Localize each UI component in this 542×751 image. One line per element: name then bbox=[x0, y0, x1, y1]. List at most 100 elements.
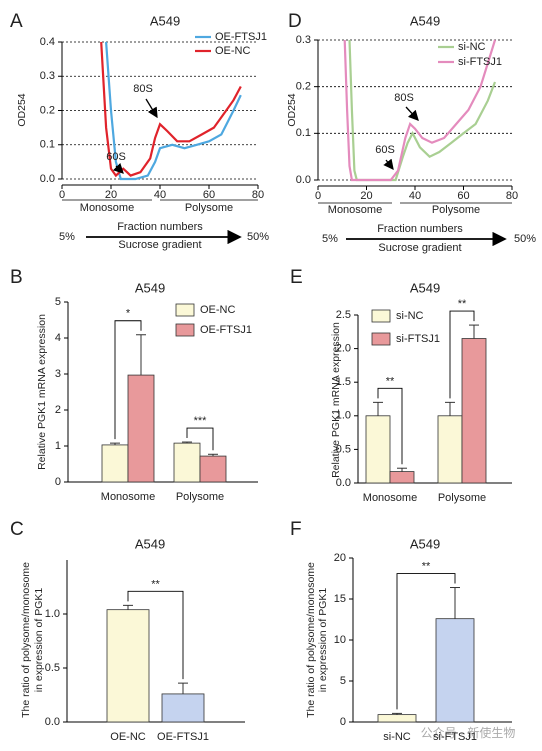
y-tick-label: 10 bbox=[334, 634, 346, 646]
significance-bracket bbox=[377, 387, 403, 465]
chart-title: A549 bbox=[410, 280, 440, 295]
y-tick-label: 0.1 bbox=[40, 139, 55, 151]
y-axis-label: in expression of PGK1 bbox=[317, 588, 329, 693]
x-axis-label: Fraction numbers bbox=[117, 221, 203, 233]
y-axis-label: The ratio of polysome/monosome bbox=[20, 562, 32, 718]
x-tick-label: OE-FTSJ1 bbox=[157, 731, 209, 743]
y-tick-label: 0.3 bbox=[296, 34, 311, 46]
annotation-arrow bbox=[145, 98, 158, 119]
gradient-start: 5% bbox=[59, 231, 75, 243]
significance-bracket bbox=[114, 320, 142, 440]
y-tick-label: 5 bbox=[55, 296, 61, 308]
bar bbox=[101, 444, 129, 483]
y-axis-label: The ratio of polysome/monosome bbox=[305, 562, 317, 718]
annotation: 60S bbox=[106, 151, 126, 163]
y-tick-label: 0.3 bbox=[40, 70, 55, 82]
panel: C A549 0.0 0.5 1.0 The ratio of polysome/mono… bbox=[10, 519, 245, 743]
significance-label: * bbox=[126, 308, 131, 320]
x-tick-label: OE-NC bbox=[110, 731, 146, 743]
legend-swatch bbox=[371, 332, 391, 346]
region-label: Polysome bbox=[432, 204, 480, 216]
x-tick-label: 20 bbox=[105, 189, 117, 201]
legend-label: si-FTSJ1 bbox=[396, 333, 440, 345]
x-axis-label: Fraction numbers bbox=[377, 223, 463, 235]
x-tick-label: Monosome bbox=[101, 491, 155, 503]
bar bbox=[377, 714, 417, 723]
y-tick-label: 0.1 bbox=[296, 127, 311, 139]
legend-label: OE-FTSJ1 bbox=[215, 31, 267, 43]
region-label: Polysome bbox=[185, 202, 233, 214]
x-tick-label: 0 bbox=[59, 189, 65, 201]
y-tick-label: 20 bbox=[334, 552, 346, 564]
y-tick-label: 0.5 bbox=[45, 662, 60, 674]
legend-label: si-NC bbox=[396, 310, 424, 322]
x-tick-label: 40 bbox=[409, 190, 421, 202]
y-tick-label: 1.5 bbox=[336, 376, 351, 388]
bar bbox=[461, 338, 487, 484]
legend-swatch bbox=[371, 309, 391, 323]
y-tick-label: 1.0 bbox=[45, 608, 60, 620]
bar bbox=[161, 693, 205, 723]
significance-label: ** bbox=[151, 578, 160, 590]
chart-title: A549 bbox=[150, 13, 180, 28]
chart-title: A549 bbox=[135, 536, 165, 551]
bar bbox=[435, 618, 475, 723]
x-tick-label: si-NC bbox=[383, 731, 411, 743]
annotation: 80S bbox=[394, 92, 414, 104]
series-line bbox=[348, 39, 497, 182]
significance-label: ** bbox=[458, 298, 467, 310]
y-tick-label: 0.2 bbox=[40, 104, 55, 116]
annotation-arrow bbox=[383, 158, 394, 171]
panel: B A549 0 1 2 3 4 5 Relative PGK1 mRNA expression… bbox=[10, 267, 258, 503]
y-tick-label: 0.5 bbox=[336, 443, 351, 455]
legend-label: OE-NC bbox=[215, 45, 251, 57]
chart-title: A549 bbox=[410, 536, 440, 551]
bar bbox=[173, 442, 201, 483]
y-tick-label: 4 bbox=[55, 332, 61, 344]
significance-label: ** bbox=[386, 375, 395, 387]
y-tick-label: 0.0 bbox=[45, 716, 60, 728]
bar bbox=[127, 374, 155, 483]
bar bbox=[365, 415, 391, 484]
x-tick-label: Polysome bbox=[176, 491, 224, 503]
y-axis-label: OD254 bbox=[286, 93, 298, 126]
gradient-label: Sucrose gradient bbox=[118, 239, 201, 251]
y-axis-label: in expression of PGK1 bbox=[33, 588, 45, 693]
legend-label: si-FTSJ1 bbox=[458, 56, 502, 68]
panel-letter: F bbox=[290, 519, 302, 540]
chart-title: A549 bbox=[135, 280, 165, 295]
x-tick-label: Polysome bbox=[438, 492, 486, 504]
x-tick-label: 20 bbox=[360, 190, 372, 202]
y-axis-label: Relative PGK1 mRNA expression bbox=[36, 314, 48, 470]
y-tick-label: 2.0 bbox=[336, 343, 351, 355]
annotation: 80S bbox=[133, 83, 153, 95]
significance-bracket bbox=[186, 427, 214, 451]
legend-swatch bbox=[175, 303, 195, 317]
significance-bracket bbox=[449, 310, 475, 399]
series-line bbox=[100, 41, 242, 178]
y-tick-label: 5 bbox=[340, 675, 346, 687]
y-tick-label: 0.4 bbox=[40, 36, 55, 48]
significance-label: ** bbox=[422, 560, 431, 572]
legend-label: OE-FTSJ1 bbox=[200, 324, 252, 336]
bar bbox=[199, 455, 227, 483]
panel-letter: D bbox=[288, 11, 302, 32]
significance-bracket bbox=[127, 590, 184, 680]
annotation-arrow bbox=[112, 162, 124, 174]
panel-letter: B bbox=[10, 267, 23, 288]
y-tick-label: 0.0 bbox=[336, 477, 351, 489]
x-tick-label: si-FTSJ1 bbox=[433, 731, 477, 743]
x-tick-label: Monosome bbox=[363, 492, 417, 504]
legend-label: si-NC bbox=[458, 41, 486, 53]
y-tick-label: 1.0 bbox=[336, 410, 351, 422]
panel-letter: C bbox=[10, 519, 24, 540]
annotation-arrow bbox=[405, 106, 419, 121]
legend-swatch bbox=[175, 323, 195, 337]
y-tick-label: 1 bbox=[55, 440, 61, 452]
gradient-end: 50% bbox=[247, 231, 269, 243]
gradient-start: 5% bbox=[322, 233, 338, 245]
panel: F A549 0 5 10 15 20 The ratio of polysome/monos… bbox=[290, 519, 512, 743]
x-tick-label: 0 bbox=[315, 190, 321, 202]
